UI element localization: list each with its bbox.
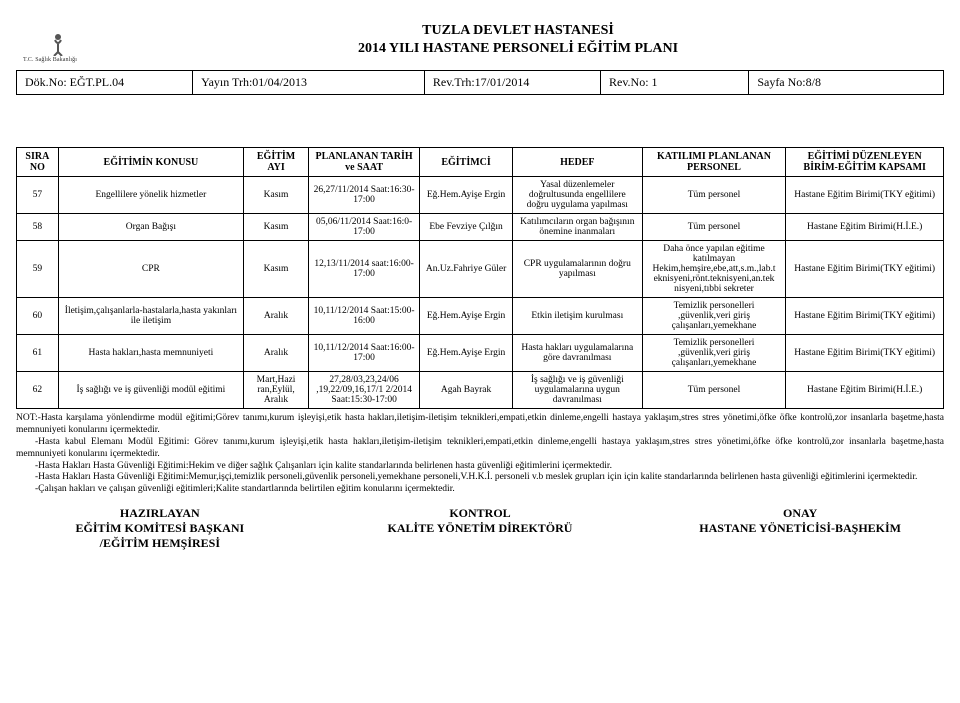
signature-row: HAZIRLAYAN EĞİTİM KOMİTESİ BAŞKANI /EĞİT…: [16, 506, 944, 551]
table-cell: Temizlik personelleri ,güvenlik,veri gir…: [642, 298, 786, 335]
signature-mid: KONTROL KALİTE YÖNETİM DİREKTÖRÜ: [336, 506, 624, 551]
table-row: 62İş sağlığı ve iş güvenliği modül eğiti…: [17, 372, 944, 409]
footnote-line: -Hasta Hakları Hasta Güvenliği Eğitimi:M…: [16, 472, 944, 484]
table-cell: İş sağlığı ve iş güvenliği uygulamaların…: [512, 372, 642, 409]
table-cell: Aralık: [244, 298, 309, 335]
sign-right-1: ONAY: [656, 506, 944, 521]
table-cell: Mart,Hazi ran,Eylül, Aralık: [244, 372, 309, 409]
table-cell: 12,13/11/2014 saat:16:00-17:00: [308, 241, 419, 298]
table-cell: 62: [17, 372, 59, 409]
meta-yayin: Yayın Trh:01/04/2013: [193, 71, 425, 95]
table-cell: Tüm personel: [642, 372, 786, 409]
table-cell: Hasta hakları,hasta memnuniyeti: [58, 335, 243, 372]
document-header: T.C. Sağlık Bakanlığı TUZLA DEVLET HASTA…: [16, 14, 944, 66]
logo-caption: T.C. Sağlık Bakanlığı: [23, 57, 77, 63]
signature-right: ONAY HASTANE YÖNETİCİSİ-BAŞHEKİM: [656, 506, 944, 551]
table-cell: Temizlik personelleri ,güvenlik,veri gir…: [642, 335, 786, 372]
sign-left-1: HAZIRLAYAN: [16, 506, 304, 521]
sign-mid-2: KALİTE YÖNETİM DİREKTÖRÜ: [336, 521, 624, 536]
meta-revtrh: Rev.Trh:17/01/2014: [424, 71, 600, 95]
col-personel: KATILIMI PLANLANAN PERSONEL: [642, 148, 786, 177]
sign-left-2: EĞİTİM KOMİTESİ BAŞKANI: [16, 521, 304, 536]
table-cell: Hasta hakları uygulamalarına göre davran…: [512, 335, 642, 372]
table-cell: Kasım: [244, 241, 309, 298]
table-cell: 26,27/11/2014 Saat:16:30-17:00: [308, 177, 419, 214]
table-cell: CPR uygulamalarının doğru yapılması: [512, 241, 642, 298]
table-cell: Agah Bayrak: [420, 372, 513, 409]
footnote-line: NOT:-Hasta karşılama yönlendirme modül e…: [16, 413, 944, 437]
footnote-line: -Hasta Hakları Hasta Güvenliği Eğitimi:H…: [16, 461, 944, 473]
table-cell: Kasım: [244, 214, 309, 241]
table-cell: Eğ.Hem.Ayişe Ergin: [420, 335, 513, 372]
table-cell: Tüm personel: [642, 177, 786, 214]
table-cell: Hastane Eğitim Birimi(H.İ.E.): [786, 372, 944, 409]
table-cell: An.Uz.Fahriye Güler: [420, 241, 513, 298]
table-cell: Hastane Eğitim Birimi(TKY eğitimi): [786, 241, 944, 298]
document-page: T.C. Sağlık Bakanlığı TUZLA DEVLET HASTA…: [0, 0, 960, 565]
plan-title: 2014 YILI HASTANE PERSONELİ EĞİTİM PLANI: [92, 40, 944, 58]
table-cell: Katılımcıların organ bağışının önemine i…: [512, 214, 642, 241]
table-cell: Tüm personel: [642, 214, 786, 241]
table-cell: Engellilere yönelik hizmetler: [58, 177, 243, 214]
table-row: 60İletişim,çalışanlarla-hastalarla,hasta…: [17, 298, 944, 335]
table-row: 57Engellilere yönelik hizmetlerKasım26,2…: [17, 177, 944, 214]
table-cell: Aralık: [244, 335, 309, 372]
table-cell: Hastane Eğitim Birimi(H.İ.E.): [786, 214, 944, 241]
table-cell: Eğ.Hem.Ayişe Ergin: [420, 177, 513, 214]
table-cell: 58: [17, 214, 59, 241]
table-cell: 60: [17, 298, 59, 335]
table-cell: İş sağlığı ve iş güvenliği modül eğitimi: [58, 372, 243, 409]
table-cell: Eğ.Hem.Ayişe Ergin: [420, 298, 513, 335]
meta-revno: Rev.No: 1: [601, 71, 749, 95]
table-cell: 57: [17, 177, 59, 214]
table-cell: 27,28/03,23,24/06 ,19,22/09,16,17/1 2/20…: [308, 372, 419, 409]
footnote-line: -Hasta kabul Elemanı Modül Eğitimi: Göre…: [16, 437, 944, 461]
footnotes: NOT:-Hasta karşılama yönlendirme modül e…: [16, 413, 944, 496]
col-egitimci: EĞİTİMCİ: [420, 148, 513, 177]
col-sira: SIRA NO: [17, 148, 59, 177]
org-title: TUZLA DEVLET HASTANESİ: [92, 22, 944, 40]
table-cell: Daha önce yapılan eğitime katılmayan Hek…: [642, 241, 786, 298]
col-birim: EĞİTİMİ DÜZENLEYEN BİRİM-EĞİTİM KAPSAMI: [786, 148, 944, 177]
footnote-line: -Çalışan hakları ve çalışan güvenliği eğ…: [16, 484, 944, 496]
sign-mid-1: KONTROL: [336, 506, 624, 521]
logo-icon: [22, 18, 78, 56]
meta-dokno: Dök.No: EĞT.PL.04: [17, 71, 193, 95]
title-block: TUZLA DEVLET HASTANESİ 2014 YILI HASTANE…: [92, 22, 944, 58]
table-cell: Kasım: [244, 177, 309, 214]
table-row: 59CPRKasım12,13/11/2014 saat:16:00-17:00…: [17, 241, 944, 298]
table-cell: 10,11/12/2014 Saat:15:00-16:00: [308, 298, 419, 335]
table-cell: Ebe Fevziye Çılğın: [420, 214, 513, 241]
table-body: 57Engellilere yönelik hizmetlerKasım26,2…: [17, 177, 944, 409]
sign-right-2: HASTANE YÖNETİCİSİ-BAŞHEKİM: [656, 521, 944, 536]
training-plan-table: SIRA NO EĞİTİMİN KONUSU EĞİTİM AYI PLANL…: [16, 147, 944, 409]
col-konu: EĞİTİMİN KONUSU: [58, 148, 243, 177]
table-cell: Hastane Eğitim Birimi(TKY eğitimi): [786, 298, 944, 335]
col-hedef: HEDEF: [512, 148, 642, 177]
table-cell: 61: [17, 335, 59, 372]
sign-left-3: /EĞİTİM HEMŞİRESİ: [16, 536, 304, 551]
signature-left: HAZIRLAYAN EĞİTİM KOMİTESİ BAŞKANI /EĞİT…: [16, 506, 304, 551]
ministry-logo: T.C. Sağlık Bakanlığı: [16, 14, 84, 66]
table-row: 58Organ BağışıKasım05,06/11/2014 Saat:16…: [17, 214, 944, 241]
col-ay: EĞİTİM AYI: [244, 148, 309, 177]
table-cell: Hastane Eğitim Birimi(TKY eğitimi): [786, 177, 944, 214]
col-tarih: PLANLANAN TARİH ve SAAT: [308, 148, 419, 177]
table-cell: 05,06/11/2014 Saat:16:0-17:00: [308, 214, 419, 241]
table-cell: CPR: [58, 241, 243, 298]
table-row: 61Hasta hakları,hasta memnuniyetiAralık1…: [17, 335, 944, 372]
table-header-row: SIRA NO EĞİTİMİN KONUSU EĞİTİM AYI PLANL…: [17, 148, 944, 177]
table-cell: İletişim,çalışanlarla-hastalarla,hasta y…: [58, 298, 243, 335]
table-cell: 10,11/12/2014 Saat:16:00-17:00: [308, 335, 419, 372]
table-cell: Hastane Eğitim Birimi(TKY eğitimi): [786, 335, 944, 372]
table-cell: Yasal düzenlemeler doğrultusunda engelli…: [512, 177, 642, 214]
document-meta-table: Dök.No: EĞT.PL.04 Yayın Trh:01/04/2013 R…: [16, 70, 944, 95]
table-cell: Etkin iletişim kurulması: [512, 298, 642, 335]
table-cell: Organ Bağışı: [58, 214, 243, 241]
table-cell: 59: [17, 241, 59, 298]
meta-sayfa: Sayfa No:8/8: [749, 71, 944, 95]
